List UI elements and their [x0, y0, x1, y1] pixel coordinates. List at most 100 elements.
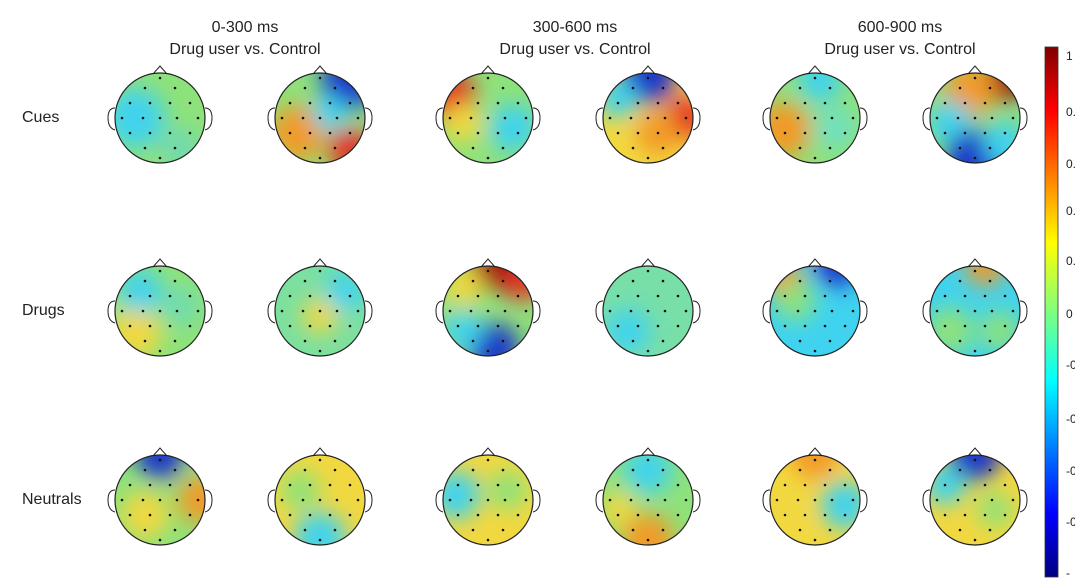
head-outline [602, 454, 694, 546]
column-time: 300-600 ms [533, 19, 618, 36]
electrode [851, 309, 855, 313]
electrode [636, 101, 640, 105]
electrode [496, 483, 500, 487]
head-ear [435, 107, 444, 131]
electrode [813, 76, 817, 80]
electrode [973, 156, 977, 160]
electrode [143, 86, 147, 90]
electrode [608, 309, 612, 313]
colorbar-label: -0 [1066, 412, 1075, 426]
colorbar-label: -0 [1066, 464, 1075, 478]
electrode [516, 513, 520, 517]
electrode [333, 146, 337, 150]
electrode [990, 116, 994, 120]
electrode [516, 483, 520, 487]
electrode [783, 294, 787, 298]
electrode [943, 324, 947, 328]
electrode [935, 309, 939, 313]
topomaps [107, 65, 1028, 546]
electrode [168, 324, 172, 328]
head-nose [480, 447, 496, 457]
electrode [524, 309, 528, 313]
electrode [328, 131, 332, 135]
electrode [448, 309, 452, 313]
electrode [496, 324, 500, 328]
map-region [115, 307, 161, 356]
electrode [963, 101, 967, 105]
head-ear [107, 300, 116, 324]
head-ear [692, 107, 701, 131]
electrode [476, 131, 480, 135]
electrode [168, 294, 172, 298]
electrode [308, 131, 312, 135]
electrode [828, 468, 832, 472]
electrode [168, 131, 172, 135]
map-region [965, 266, 1005, 286]
electrode [141, 498, 145, 502]
electrode [988, 528, 992, 532]
electrode [943, 483, 947, 487]
electrode [1003, 483, 1007, 487]
electrode [958, 528, 962, 532]
electrode [333, 468, 337, 472]
electrode [963, 294, 967, 298]
electrode [661, 279, 665, 283]
electrode [963, 324, 967, 328]
electrode [318, 349, 322, 353]
electrode [301, 309, 305, 313]
electrode [496, 101, 500, 105]
electrode [471, 528, 475, 532]
electrode [301, 498, 305, 502]
electrode [629, 498, 633, 502]
electrode [308, 101, 312, 105]
electrode [661, 528, 665, 532]
head-ear [364, 489, 373, 513]
electrode [188, 131, 192, 135]
electrode [335, 116, 339, 120]
colorbar-label: 0. [1066, 105, 1075, 119]
electrode [120, 498, 124, 502]
electrode [173, 528, 177, 532]
electrode [823, 294, 827, 298]
map-region [280, 470, 320, 510]
electrode [943, 513, 947, 517]
topomap [762, 65, 868, 164]
electrode [469, 309, 473, 313]
electrode [956, 498, 960, 502]
map-region [821, 481, 860, 529]
electrode [636, 513, 640, 517]
electrode [1003, 294, 1007, 298]
electrode [456, 294, 460, 298]
electrode [128, 131, 132, 135]
electrode [486, 538, 490, 542]
electrode [486, 116, 490, 120]
electrode [141, 309, 145, 313]
electrode [158, 156, 162, 160]
head-ear [532, 489, 541, 513]
electrode [988, 279, 992, 283]
electrode [646, 156, 650, 160]
electrode [973, 538, 977, 542]
electrode [616, 131, 620, 135]
head-ear [107, 489, 116, 513]
electrode [988, 86, 992, 90]
electrode [646, 76, 650, 80]
electrode [318, 116, 322, 120]
electrode [646, 498, 650, 502]
colorbar-label: -0 [1066, 358, 1075, 372]
topomap [267, 258, 373, 357]
head-ear [107, 107, 116, 131]
electrode [456, 513, 460, 517]
electrode [120, 309, 124, 313]
electrode [348, 324, 352, 328]
electrode [830, 116, 834, 120]
electrode [646, 538, 650, 542]
head-ear [204, 300, 213, 324]
topomap [267, 447, 373, 546]
electrode [973, 76, 977, 80]
electrode [333, 339, 337, 343]
electrode [471, 86, 475, 90]
electrode [148, 513, 152, 517]
electrode [173, 468, 177, 472]
electrode [141, 116, 145, 120]
